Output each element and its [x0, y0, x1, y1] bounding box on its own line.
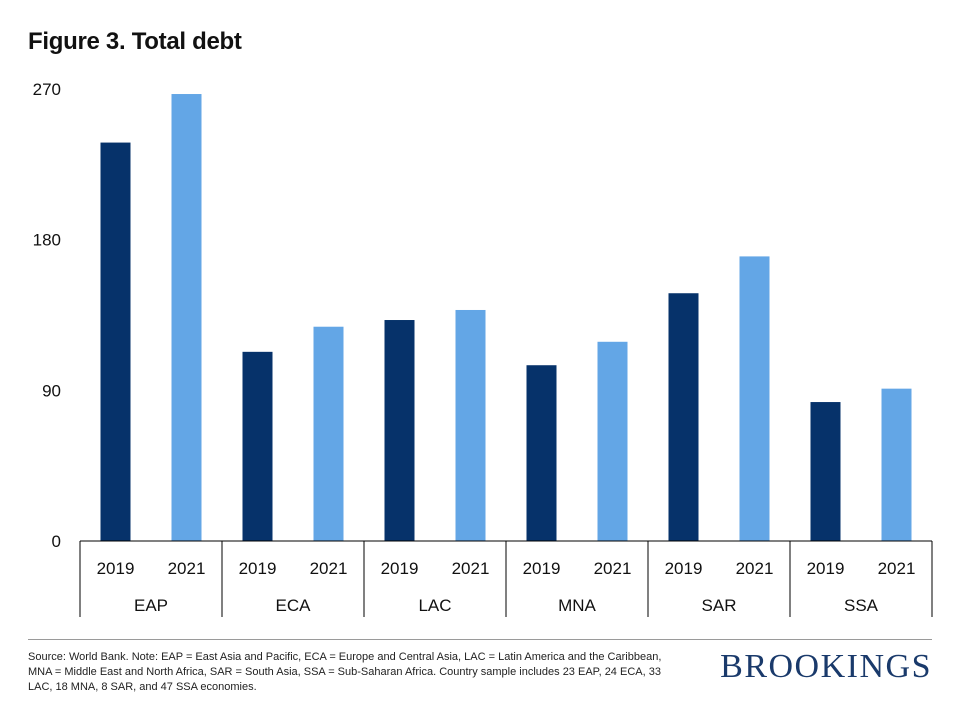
brookings-logo: BROOKINGS — [720, 648, 932, 685]
x-tick-label-year: 2021 — [736, 559, 774, 578]
chart-title: Figure 3. Total debt — [28, 28, 242, 55]
x-tick-label-year: 2021 — [168, 559, 206, 578]
bar-ssa-2021 — [881, 388, 912, 541]
x-tick-label-year: 2021 — [878, 559, 916, 578]
footer-divider — [28, 639, 932, 640]
x-tick-label-year: 2021 — [594, 559, 632, 578]
bar-lac-2021 — [455, 309, 486, 541]
x-category-label: ECA — [276, 596, 312, 615]
y-tick-label: 270 — [33, 80, 61, 99]
bar-mna-2021 — [597, 341, 628, 541]
x-tick-label-year: 2019 — [381, 559, 419, 578]
bar-eca-2019 — [242, 351, 273, 541]
bar-eap-2021 — [171, 94, 202, 542]
x-category-label: SSA — [844, 596, 879, 615]
x-category-label: SAR — [702, 596, 737, 615]
x-tick-label-year: 2019 — [97, 559, 135, 578]
x-tick-label-year: 2019 — [239, 559, 277, 578]
x-category-label: LAC — [418, 596, 451, 615]
x-tick-label-year: 2019 — [523, 559, 561, 578]
bar-ssa-2019 — [810, 402, 841, 541]
x-tick-label-year: 2019 — [807, 559, 845, 578]
bar-mna-2019 — [526, 365, 557, 541]
y-tick-label: 0 — [52, 532, 61, 551]
x-category-label: EAP — [134, 596, 168, 615]
bars — [100, 94, 912, 542]
y-tick-label: 90 — [42, 381, 61, 400]
x-tick-label-year: 2021 — [310, 559, 348, 578]
source-note: Source: World Bank. Note: EAP = East Asi… — [28, 651, 662, 693]
x-category-label: MNA — [558, 596, 596, 615]
y-tick-label: 180 — [33, 231, 61, 250]
bar-sar-2021 — [739, 256, 770, 541]
y-axis: 0 90 180 270 — [33, 80, 61, 551]
bar-lac-2019 — [384, 320, 415, 541]
x-tick-label-year: 2019 — [665, 559, 703, 578]
bar-sar-2019 — [668, 293, 699, 541]
x-tick-label-year: 2021 — [452, 559, 490, 578]
bar-eap-2019 — [100, 142, 131, 541]
bar-eca-2021 — [313, 326, 344, 541]
